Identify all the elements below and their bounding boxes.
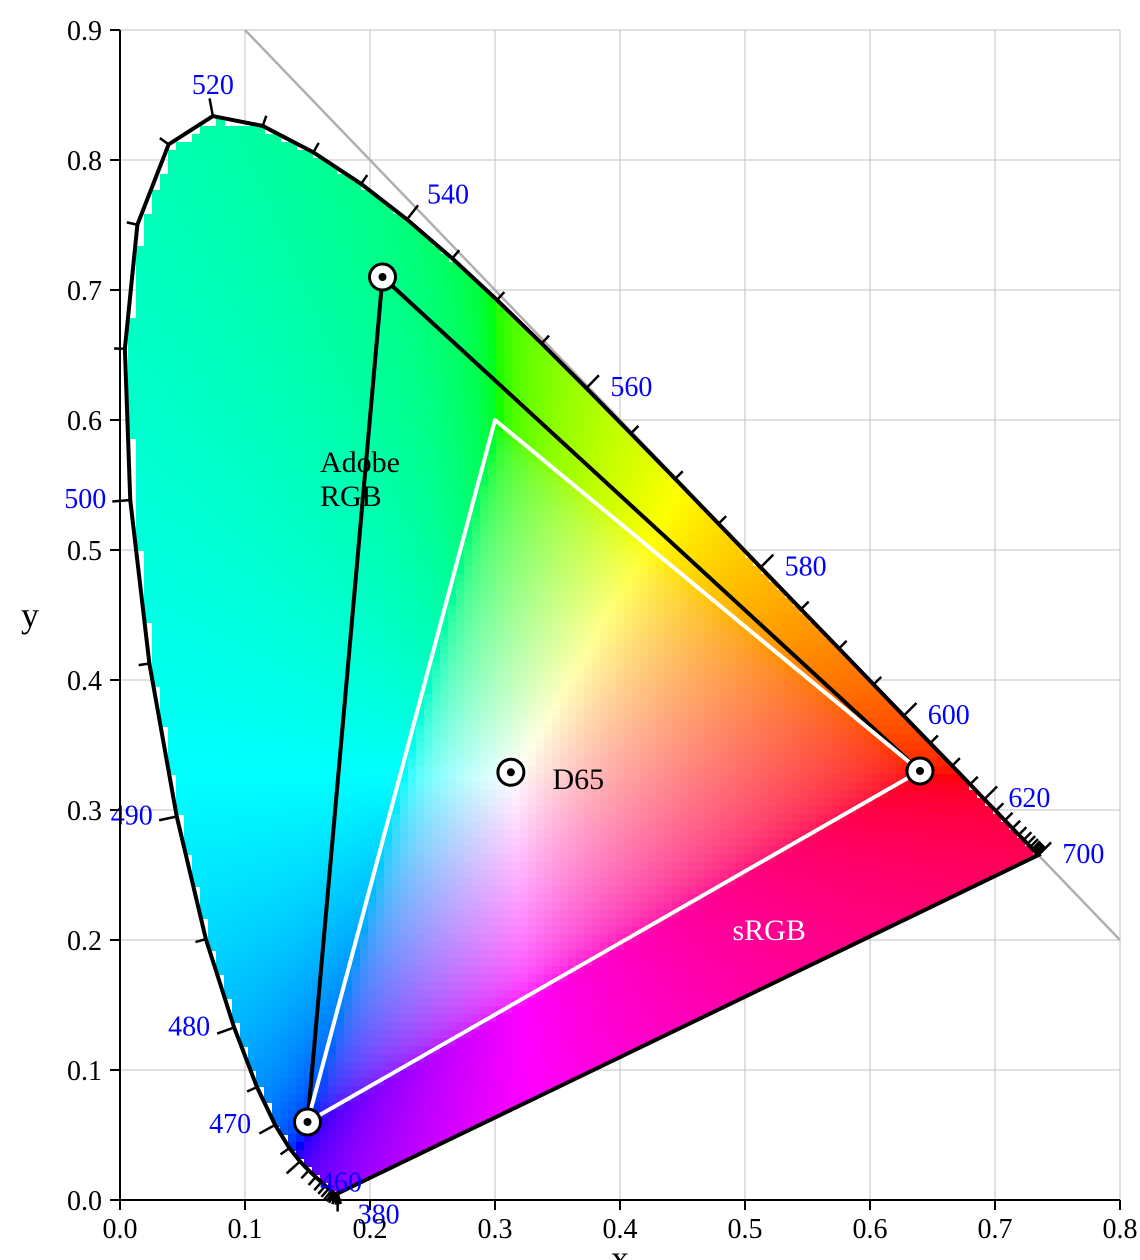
y-tick-9: 0.9 xyxy=(67,16,102,47)
x-tick-0: 0.0 xyxy=(103,1214,138,1245)
wavelength-label-520: 520 xyxy=(192,70,234,101)
wavelength-label-700: 700 xyxy=(1062,839,1104,870)
wavelength-label-470: 470 xyxy=(209,1109,251,1140)
y-tick-5: 0.5 xyxy=(67,536,102,567)
y-tick-2: 0.2 xyxy=(67,926,102,957)
marker-shared-blue xyxy=(295,1109,321,1135)
x-tick-5: 0.5 xyxy=(728,1214,763,1245)
x-tick-3: 0.3 xyxy=(478,1214,513,1245)
marker-d65 xyxy=(498,759,524,785)
adobe-rgb-label: Adobe xyxy=(320,446,400,479)
x-tick-8: 0.8 xyxy=(1103,1214,1138,1245)
x-tick-2: 0.2 xyxy=(353,1214,388,1245)
marker-shared-red xyxy=(907,758,933,784)
y-tick-6: 0.6 xyxy=(67,406,102,437)
wavelength-label-600: 600 xyxy=(928,700,970,731)
y-tick-4: 0.4 xyxy=(67,666,102,697)
x-tick-6: 0.6 xyxy=(853,1214,888,1245)
d65-label: D65 xyxy=(553,763,605,796)
y-axis-label: y xyxy=(21,595,39,635)
wavelength-label-500: 500 xyxy=(64,484,106,515)
wavelength-label-620: 620 xyxy=(1008,783,1050,814)
srgb-label: sRGB xyxy=(733,914,806,947)
y-tick-0: 0.0 xyxy=(67,1186,102,1217)
x-axis-label: x xyxy=(611,1238,629,1260)
marker-adobe-green xyxy=(370,264,396,290)
y-tick-3: 0.3 xyxy=(67,796,102,827)
x-tick-1: 0.1 xyxy=(228,1214,263,1245)
x-tick-7: 0.7 xyxy=(978,1214,1013,1245)
wavelength-label-540: 540 xyxy=(427,179,469,210)
adobe-rgb-label: RGB xyxy=(320,480,382,513)
y-tick-1: 0.1 xyxy=(67,1056,102,1087)
wavelength-label-480: 480 xyxy=(168,1011,210,1042)
wavelength-label-460: 460 xyxy=(320,1167,362,1198)
chart-svg: 380460470480490500520540560580600620700A… xyxy=(0,0,1140,1260)
wavelength-label-580: 580 xyxy=(785,551,827,582)
y-tick-8: 0.8 xyxy=(67,146,102,177)
wavelength-label-560: 560 xyxy=(610,372,652,403)
y-tick-7: 0.7 xyxy=(67,276,102,307)
wavelength-label-490: 490 xyxy=(111,801,153,832)
chromaticity-chart: 380460470480490500520540560580600620700A… xyxy=(0,0,1140,1260)
